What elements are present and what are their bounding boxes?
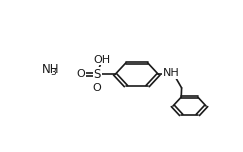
Text: OH: OH <box>93 55 111 65</box>
Text: O: O <box>77 69 86 79</box>
Text: NH: NH <box>42 63 59 76</box>
Text: O: O <box>93 83 102 93</box>
Text: S: S <box>94 68 101 81</box>
Text: NH: NH <box>163 68 180 78</box>
Text: 3: 3 <box>51 68 56 77</box>
